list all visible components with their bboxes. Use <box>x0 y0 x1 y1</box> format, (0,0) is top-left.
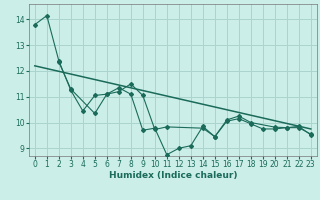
X-axis label: Humidex (Indice chaleur): Humidex (Indice chaleur) <box>108 171 237 180</box>
